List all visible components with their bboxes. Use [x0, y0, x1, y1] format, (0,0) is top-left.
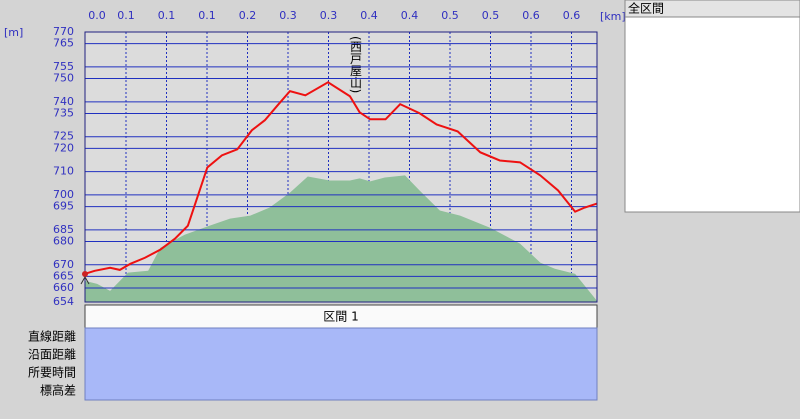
summary-panel — [624, 0, 800, 213]
start-marker — [80, 271, 90, 285]
plot-border — [84, 31, 598, 303]
x-unit: [km] — [600, 10, 626, 23]
y-tick-label: 750 — [53, 72, 74, 85]
segment-table — [84, 327, 598, 401]
y-tick-label: 710 — [53, 165, 74, 178]
y-tick-label: 755 — [53, 60, 74, 73]
y-tick-label: 725 — [53, 130, 74, 143]
x-tick-label: 0.5 — [482, 9, 500, 22]
row-label: 所要時間 — [28, 366, 76, 380]
x-tick-label: 0.3 — [279, 9, 297, 22]
y-tick-label: 700 — [53, 188, 74, 201]
profile-line — [84, 81, 598, 275]
summary-header — [624, 0, 800, 18]
y-tick-label: 735 — [53, 106, 74, 119]
x-tick-label: 0.4 — [401, 9, 419, 22]
x-tick-label: 0.1 — [117, 9, 135, 22]
x-tick-label: 0.4 — [360, 9, 378, 22]
y-tick-label: 740 — [53, 95, 74, 108]
summary-title: 全区間 — [628, 1, 664, 16]
row-label: 標高差 — [40, 383, 76, 398]
terrain-area — [85, 175, 597, 302]
y-unit: [m] — [4, 26, 23, 39]
x-tick-label: 0.1 — [158, 9, 176, 22]
y-tick-label: 770 — [53, 25, 74, 38]
y-tick-label: 670 — [53, 258, 74, 271]
segment-title: 区間 1 — [323, 310, 358, 324]
y-tick-label: 660 — [53, 281, 74, 294]
y-tick-label: 685 — [53, 223, 74, 236]
y-tick-label: 680 — [53, 234, 74, 247]
x-tick-label: 0.6 — [522, 9, 540, 22]
x-tick-label: 0.1 — [198, 9, 216, 22]
row-label: 直線距離 — [28, 329, 76, 344]
y-tick-label: 720 — [53, 141, 74, 154]
x-tick-label: 0.0 — [88, 9, 106, 22]
x-tick-label: 0.2 — [239, 9, 257, 22]
y-tick-label: 765 — [53, 37, 74, 50]
x-tick-label: 0.3 — [320, 9, 338, 22]
y-tick-label: 665 — [53, 269, 74, 282]
x-tick-label: 0.6 — [563, 9, 581, 22]
row-label: 沿面距離 — [28, 348, 76, 362]
peak-label: (西戸屋山) — [349, 36, 363, 93]
y-tick-label: 654 — [53, 295, 74, 308]
y-tick-label: 695 — [53, 200, 74, 213]
x-tick-label: 0.5 — [441, 9, 459, 22]
